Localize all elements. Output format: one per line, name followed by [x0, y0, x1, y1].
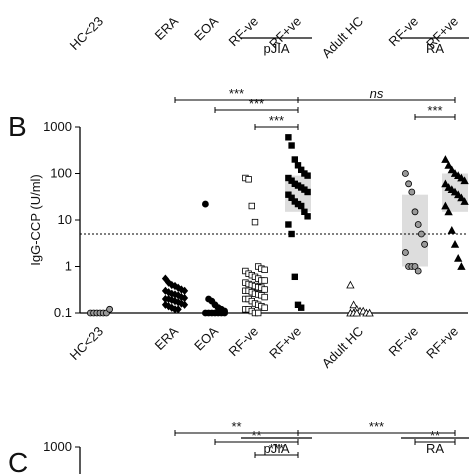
point	[441, 201, 450, 210]
point	[285, 221, 292, 228]
y-tick-label: 1000	[43, 439, 72, 454]
significance-label: ***	[269, 441, 284, 456]
group-label: pJIA	[263, 41, 289, 56]
point	[304, 213, 311, 220]
point	[450, 239, 460, 248]
x-tick-label: ERA	[152, 323, 182, 353]
point	[221, 309, 229, 317]
point	[441, 179, 450, 188]
point	[414, 267, 422, 275]
point	[457, 262, 466, 270]
point	[401, 249, 409, 256]
point	[405, 180, 413, 188]
x-tick-label: EOA	[191, 13, 221, 43]
point	[444, 207, 453, 216]
significance-label: ***	[269, 113, 284, 128]
x-tick-label: RF-ve	[225, 324, 261, 360]
point	[454, 190, 463, 199]
y-axis-label: IgG-CCP (U/ml)	[28, 174, 43, 265]
point	[411, 263, 419, 270]
point	[248, 202, 255, 210]
x-tick-label: RF-ve	[225, 14, 261, 50]
group-label: RA	[426, 41, 444, 56]
point	[245, 176, 252, 183]
point	[288, 142, 295, 149]
point	[447, 165, 456, 174]
point	[454, 253, 463, 262]
point	[304, 188, 311, 196]
point	[251, 218, 259, 226]
point	[106, 305, 113, 313]
point	[297, 166, 305, 174]
point	[447, 225, 456, 234]
y-tick-label: 1000	[43, 119, 72, 134]
significance-label: **	[251, 428, 261, 443]
point	[444, 160, 453, 169]
point	[291, 273, 298, 281]
panel-label: B	[8, 111, 27, 142]
point	[181, 300, 189, 309]
point	[288, 230, 295, 238]
point	[457, 193, 466, 202]
point	[421, 240, 429, 248]
x-tick-label: RF+ve	[423, 324, 461, 362]
x-tick-label: EOA	[191, 323, 221, 353]
x-tick-label: Adult HC	[319, 324, 366, 371]
x-tick-label: RF+ve	[266, 324, 304, 362]
significance-label: **	[231, 419, 241, 434]
point	[401, 170, 409, 177]
point	[261, 266, 268, 273]
point	[288, 194, 295, 202]
x-tick-label: ERA	[152, 13, 182, 43]
point	[304, 172, 311, 179]
significance-label: ***	[427, 103, 442, 118]
point	[460, 176, 469, 185]
y-tick-label: 100	[50, 166, 72, 181]
point	[261, 286, 268, 293]
point	[254, 309, 262, 317]
point	[297, 202, 305, 210]
x-tick-label: RF-ve	[385, 14, 421, 50]
x-tick-label: HC<23	[67, 14, 106, 53]
significance-label: ns	[370, 86, 384, 101]
point	[297, 304, 305, 311]
point	[352, 308, 361, 317]
point	[285, 134, 292, 141]
y-tick-label: 10	[58, 212, 72, 227]
point	[408, 188, 416, 196]
point	[261, 293, 268, 301]
point	[441, 155, 450, 163]
significance-label: **	[430, 428, 440, 443]
point	[411, 208, 419, 216]
significance-label: ***	[369, 419, 384, 434]
panel-label: C	[8, 447, 28, 474]
point	[349, 300, 358, 309]
point	[346, 280, 355, 289]
point	[201, 200, 209, 208]
point	[291, 156, 298, 163]
group-label: RA	[426, 441, 444, 456]
group-label: pJIA	[263, 441, 289, 456]
point	[174, 305, 182, 314]
point	[161, 274, 169, 283]
y-tick-label: 0.1	[54, 305, 72, 320]
y-tick-label: 1	[65, 259, 72, 274]
point	[261, 304, 268, 311]
point	[414, 221, 422, 228]
x-tick-label: HC<23	[67, 324, 106, 363]
significance-label: ***	[249, 96, 264, 111]
x-tick-label: Adult HC	[319, 14, 366, 61]
point	[365, 308, 374, 317]
significance-label: ***	[229, 86, 244, 101]
point	[460, 197, 469, 205]
point	[261, 277, 268, 284]
x-tick-label: RF-ve	[385, 324, 421, 360]
point	[417, 230, 425, 238]
